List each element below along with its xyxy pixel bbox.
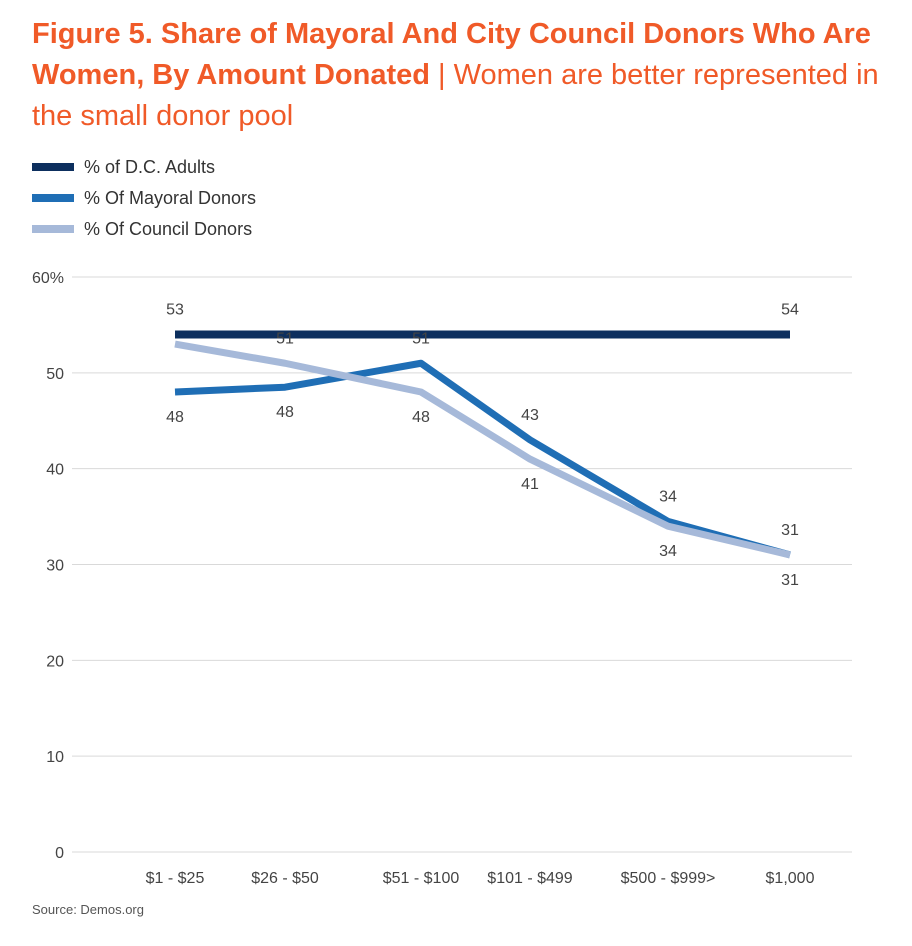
x-tick-label: $1,000 (766, 870, 815, 887)
y-tick-label: 0 (55, 845, 64, 862)
y-tick-label: 10 (46, 749, 64, 766)
data-label: 48 (276, 404, 294, 421)
y-tick-label: 20 (46, 653, 64, 670)
data-label: 48 (166, 409, 184, 426)
x-tick-label: $500 - $999> (621, 870, 716, 887)
data-label: 34 (659, 488, 677, 505)
data-label: 53 (166, 302, 184, 319)
y-axis: 0 10 20 30 40 50 60% (32, 270, 64, 862)
x-axis: $1 - $25 $26 - $50 $51 - $100 $101 - $499 $5… (146, 870, 815, 887)
data-label: 54 (781, 302, 799, 319)
x-tick-label: $51 - $100 (383, 870, 460, 887)
legend-label: % Of Council Donors (84, 219, 252, 239)
data-labels: 53 54 48 48 51 43 34 31 51 48 41 34 31 (166, 302, 799, 589)
chart-source: Source: Demos.org (32, 902, 144, 917)
data-label: 34 (659, 543, 677, 560)
x-tick-label: $101 - $499 (487, 870, 573, 887)
chart-title-separator: | (438, 59, 446, 91)
data-label: 43 (521, 407, 539, 424)
legend-label: % Of Mayoral Donors (84, 188, 256, 208)
chart-grid (72, 276, 852, 853)
chart-title-main: Figure 5. Share of Mayoral And City Coun… (32, 18, 871, 91)
chart-legend: % of D.C. Adults % Of Mayoral Donors % Of … (32, 157, 256, 239)
data-label: 41 (521, 476, 539, 493)
y-tick-label: 50 (46, 366, 64, 383)
y-tick-label: 30 (46, 558, 64, 575)
data-label: 31 (781, 572, 799, 589)
data-label: 31 (781, 522, 799, 539)
chart-title: Figure 5. Share of Mayoral And City Coun… (32, 14, 892, 137)
data-label: 51 (276, 330, 294, 347)
data-label: 48 (412, 409, 430, 426)
y-tick-label: 60% (32, 270, 64, 287)
data-label: 51 (412, 330, 430, 347)
series-line-1 (174, 359, 791, 559)
chart-subtitle: Women are better represented in the smal… (32, 59, 879, 132)
y-tick-label: 40 (46, 462, 64, 479)
chart-series (174, 330, 791, 559)
x-tick-label: $26 - $50 (251, 870, 319, 887)
x-tick-label: $1 - $25 (146, 870, 205, 887)
series-line-2 (174, 340, 791, 559)
legend-label: % of D.C. Adults (84, 157, 215, 177)
